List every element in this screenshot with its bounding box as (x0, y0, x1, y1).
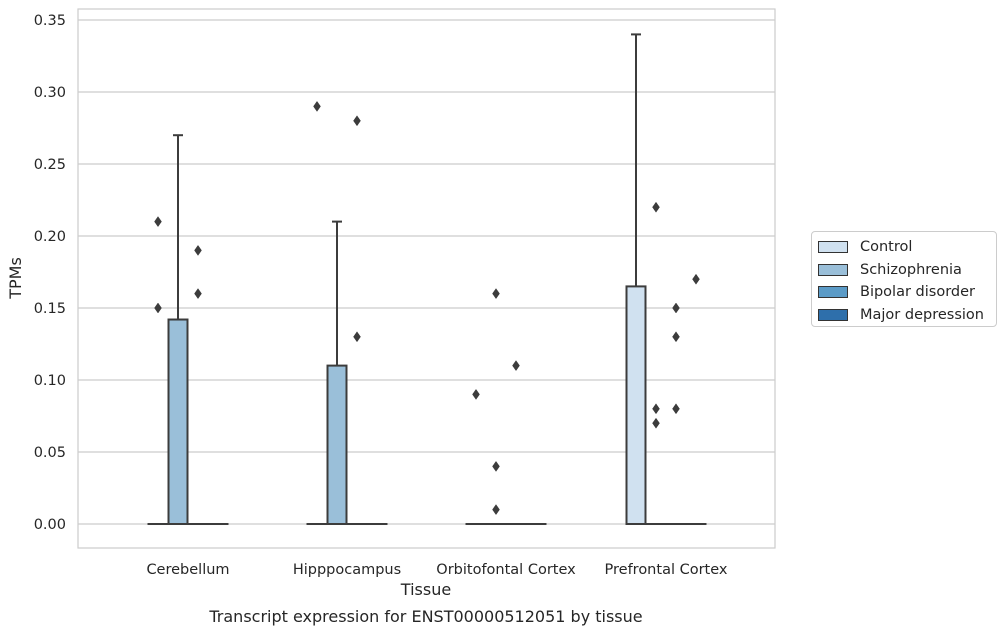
legend-swatch (818, 263, 848, 276)
box-group (625, 33, 647, 525)
outlier-point (353, 331, 361, 343)
legend-item: Major depression (812, 304, 996, 327)
y-tick-label: 0.05 (34, 445, 66, 461)
box-group (147, 216, 169, 526)
legend: Control Schizophrenia Bipolar disorder Majo… (811, 231, 997, 327)
box-group (465, 388, 487, 526)
box-group (306, 100, 328, 526)
y-axis-label: TPMs (6, 257, 25, 300)
outlier-point (154, 216, 162, 228)
outlier-point (194, 244, 202, 256)
box-group (187, 244, 209, 526)
outlier-point (672, 331, 680, 343)
outlier-point (672, 403, 680, 415)
outlier-point (652, 201, 660, 213)
box (625, 285, 647, 525)
box-group (685, 273, 707, 526)
box-group (645, 201, 667, 526)
outlier-point (652, 417, 660, 429)
legend-item: Bipolar disorder (812, 281, 996, 304)
legend-label: Major depression (860, 307, 984, 324)
box (167, 318, 189, 525)
y-tick-label: 0.30 (34, 85, 66, 101)
box-group (326, 220, 348, 525)
y-tick-label: 0.35 (34, 13, 66, 29)
x-tick-label: Prefrontal Cortex (605, 562, 728, 578)
box-plot-marks (147, 33, 707, 526)
box-group (346, 115, 368, 526)
legend-item: Schizophrenia (812, 259, 996, 282)
y-tick-label: 0.10 (34, 373, 66, 389)
plot-frame (77, 8, 776, 549)
box-group (167, 134, 189, 525)
legend-swatch (818, 241, 848, 254)
y-tick-label: 0.25 (34, 157, 66, 173)
x-tick-label: Hipppocampus (293, 562, 401, 578)
outlier-point (194, 288, 202, 300)
outlier-point (512, 360, 520, 372)
gridlines (78, 19, 775, 525)
outlier-point (353, 115, 361, 127)
chart-title: Transcript expression for ENST0000051205… (208, 607, 642, 626)
legend-item: Control (812, 236, 996, 259)
box-group (505, 360, 527, 526)
legend-label: Schizophrenia (860, 261, 962, 278)
x-axis-label: Tissue (400, 580, 451, 599)
box (326, 364, 348, 525)
box-group (665, 302, 687, 526)
outlier-point (472, 388, 480, 400)
y-tick-label: 0.15 (34, 301, 66, 317)
y-tick-label: 0.20 (34, 229, 66, 245)
outlier-point (672, 302, 680, 314)
legend-swatch (818, 286, 848, 299)
x-tick-label: Orbitofontal Cortex (436, 562, 576, 578)
x-tick-label: Cerebellum (146, 562, 229, 578)
x-tick-labels: Cerebellum Hipppocampus Orbitofontal Corte… (146, 562, 727, 578)
y-tick-labels: 0.00 0.05 0.10 0.15 0.20 0.25 0.30 0.35 (34, 13, 66, 533)
y-tick-label: 0.00 (34, 517, 66, 533)
outlier-point (313, 100, 321, 112)
legend-swatch (818, 309, 848, 322)
outlier-point (154, 302, 162, 314)
outlier-point (492, 504, 500, 516)
outlier-point (492, 288, 500, 300)
outlier-point (692, 273, 700, 285)
box-group (485, 288, 507, 526)
legend-label: Bipolar disorder (860, 284, 975, 301)
outlier-point (492, 460, 500, 472)
outlier-point (652, 403, 660, 415)
legend-label: Control (860, 239, 913, 256)
